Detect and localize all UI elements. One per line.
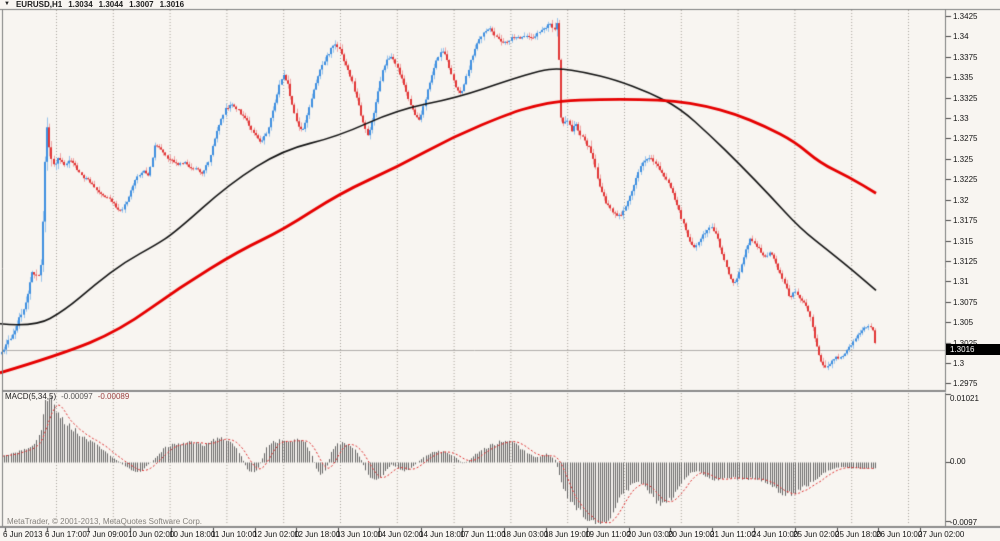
price-axis-label: 1.3275 (953, 134, 978, 143)
symbol-timeframe-label: EURUSD,H1 (15, 0, 63, 9)
price-axis-label: 1.305 (953, 318, 974, 327)
price-axis-label: 1.3025 (953, 339, 977, 348)
macd-scale-bottom-label: -0.0097 (950, 518, 978, 527)
time-axis-label: 14 Jun 18:00 (419, 530, 466, 539)
time-axis-label: 14 Jun 02:00 (377, 530, 424, 539)
time-axis-label: 18 Jun 03:00 (502, 530, 549, 539)
copyright-label: MetaTrader, © 2001-2013, MetaQuotes Soft… (7, 517, 203, 526)
time-axis-label: 25 Jun 18:00 (835, 530, 882, 539)
price-axis-label: 1.3 (953, 359, 965, 368)
time-axis-label: 13 Jun 10:00 (336, 530, 383, 539)
price-axis-label: 1.315 (953, 237, 974, 246)
price-axis-label: 1.2975 (953, 379, 978, 388)
time-axis-label: 18 Jun 19:00 (544, 530, 591, 539)
time-axis-label: 6 Jun 17:00 (45, 530, 87, 539)
time-axis-label: 12 Jun 18:00 (294, 530, 341, 539)
price-axis-label: 1.325 (953, 155, 974, 164)
price-axis-label: 1.3325 (953, 94, 978, 103)
time-axis-label: 11 Jun 10:00 (211, 530, 257, 539)
price-axis-label: 1.3125 (953, 257, 978, 266)
time-axis-label: 24 Jun 10:00 (752, 530, 799, 539)
time-axis-label: 17 Jun 11:00 (460, 530, 506, 539)
time-axis-label: 7 Jun 09:00 (86, 530, 128, 539)
time-axis-label: 21 Jun 11:00 (710, 530, 756, 539)
macd-main-value: -0.00097 (61, 392, 93, 401)
price-axis-label: 1.31 (953, 277, 969, 286)
macd-indicator-label: MACD(5,34,5) -0.00097 -0.00089 (5, 392, 129, 401)
macd-signal-value: -0.00089 (97, 392, 130, 401)
price-axis-label: 1.3225 (953, 175, 978, 184)
ohlc-close-value: 1.3016 (159, 0, 185, 9)
time-axis-label: 26 Jun 10:00 (876, 530, 923, 539)
price-axis-label: 1.335 (953, 73, 974, 82)
time-axis-label: 19 Jun 11:00 (585, 530, 631, 539)
time-axis-label: 20 Jun 19:00 (668, 530, 715, 539)
ohlc-high-value: 1.3044 (98, 0, 124, 9)
price-axis-label: 1.3375 (953, 53, 978, 62)
macd-name-label: MACD(5,34,5) (5, 392, 57, 401)
macd-scale-zero-label: 0.00 (950, 457, 966, 466)
chart-title: ▼ EURUSD,H1 1.3034 1.3044 1.3007 1.3016 (4, 0, 184, 9)
time-axis-label: 6 Jun 2013 (3, 530, 43, 539)
time-axis-label: 10 Jun 02:00 (128, 530, 175, 539)
ohlc-open-value: 1.3034 (68, 0, 93, 9)
price-axis-label: 1.3075 (953, 298, 978, 307)
price-axis-label: 1.32 (953, 196, 969, 205)
time-axis-label: 27 Jun 02:00 (918, 530, 965, 539)
symbol-dropdown-icon[interactable]: ▼ (4, 1, 10, 7)
time-axis-label: 25 Jun 02:00 (793, 530, 840, 539)
price-axis-label: 1.3175 (953, 216, 978, 225)
current-price-tag: 1.3016 (946, 344, 1000, 355)
time-axis-label: 10 Jun 18:00 (169, 530, 216, 539)
time-axis-label: 12 Jun 02:00 (253, 530, 300, 539)
macd-scale-top-label: 0.01021 (950, 394, 979, 403)
price-axis-label: 1.33 (953, 114, 969, 123)
price-axis-label: 1.3425 (953, 12, 978, 21)
time-axis-label: 20 Jun 03:00 (627, 530, 674, 539)
price-axis-label: 1.34 (953, 32, 969, 41)
ohlc-low-value: 1.3007 (129, 0, 154, 9)
